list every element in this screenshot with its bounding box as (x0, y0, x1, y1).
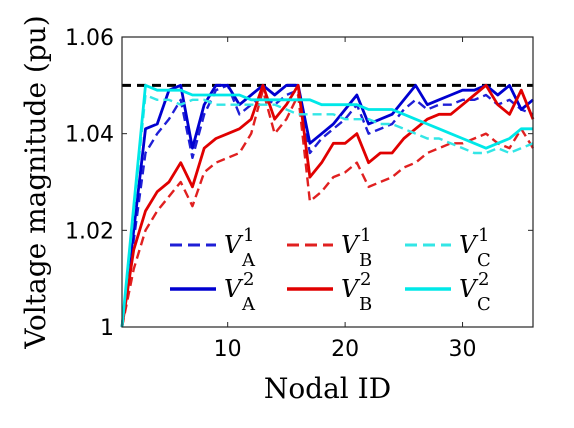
legend-label-subscript: A (241, 250, 256, 271)
x-tick-label: 10 (214, 337, 242, 362)
legend-entry-1: V 1 A (170, 225, 256, 271)
x-tick-label: 30 (449, 337, 477, 362)
y-tick-label: 1.04 (65, 123, 114, 148)
axes-frame (121, 36, 534, 328)
legend-entry-6: V 2 C (405, 269, 491, 315)
legend-label-main: V (341, 231, 361, 259)
series-line-5 (120, 93, 534, 328)
series-line-3 (120, 88, 535, 328)
legend-label-main: V (341, 275, 361, 303)
legend-label-main: V (459, 231, 479, 259)
legend-label-main: V (224, 231, 244, 259)
legend-label-superscript: 1 (243, 225, 254, 246)
y-tick-label: 1 (100, 316, 114, 341)
series-line-1 (120, 84, 534, 328)
legend-label-superscript: 1 (478, 225, 489, 246)
y-tick-label: 1.06 (65, 26, 114, 51)
legend-label-superscript: 2 (360, 269, 371, 290)
legend: V 1AV 2AV 1BV 2BV 1CV 2C (170, 225, 491, 315)
y-tick-label: 1.02 (65, 219, 114, 244)
legend-label-superscript: 2 (478, 269, 489, 290)
legend-entry-2: V 2 A (170, 269, 256, 315)
x-tick-label: 20 (331, 337, 359, 362)
series-line-2 (120, 83, 534, 328)
legend-entry-5: V 1 C (405, 225, 491, 271)
legend-label-main: V (459, 275, 479, 303)
y-axis-title: Voltage magnitude (pu) (19, 15, 52, 349)
legend-label-main: V (224, 275, 244, 303)
legend-entry-4: V 2 B (287, 269, 372, 315)
series-line-4 (120, 83, 535, 328)
legend-entry-3: V 1 B (287, 225, 372, 271)
legend-label-superscript: 1 (360, 225, 371, 246)
axes-box (121, 36, 534, 328)
tick-layer: 10 20 30 1 1.02 1.04 1.06 (65, 26, 533, 362)
x-axis-title: Nodal ID (264, 372, 391, 405)
legend-label-subscript: A (241, 294, 256, 315)
series-layer (120, 83, 535, 328)
legend-label-subscript: B (359, 250, 372, 271)
series-line-6 (120, 83, 533, 328)
legend-label-subscript: C (477, 294, 491, 315)
legend-label-subscript: B (359, 294, 372, 315)
legend-label-superscript: 2 (243, 269, 254, 290)
legend-label-subscript: C (477, 250, 491, 271)
